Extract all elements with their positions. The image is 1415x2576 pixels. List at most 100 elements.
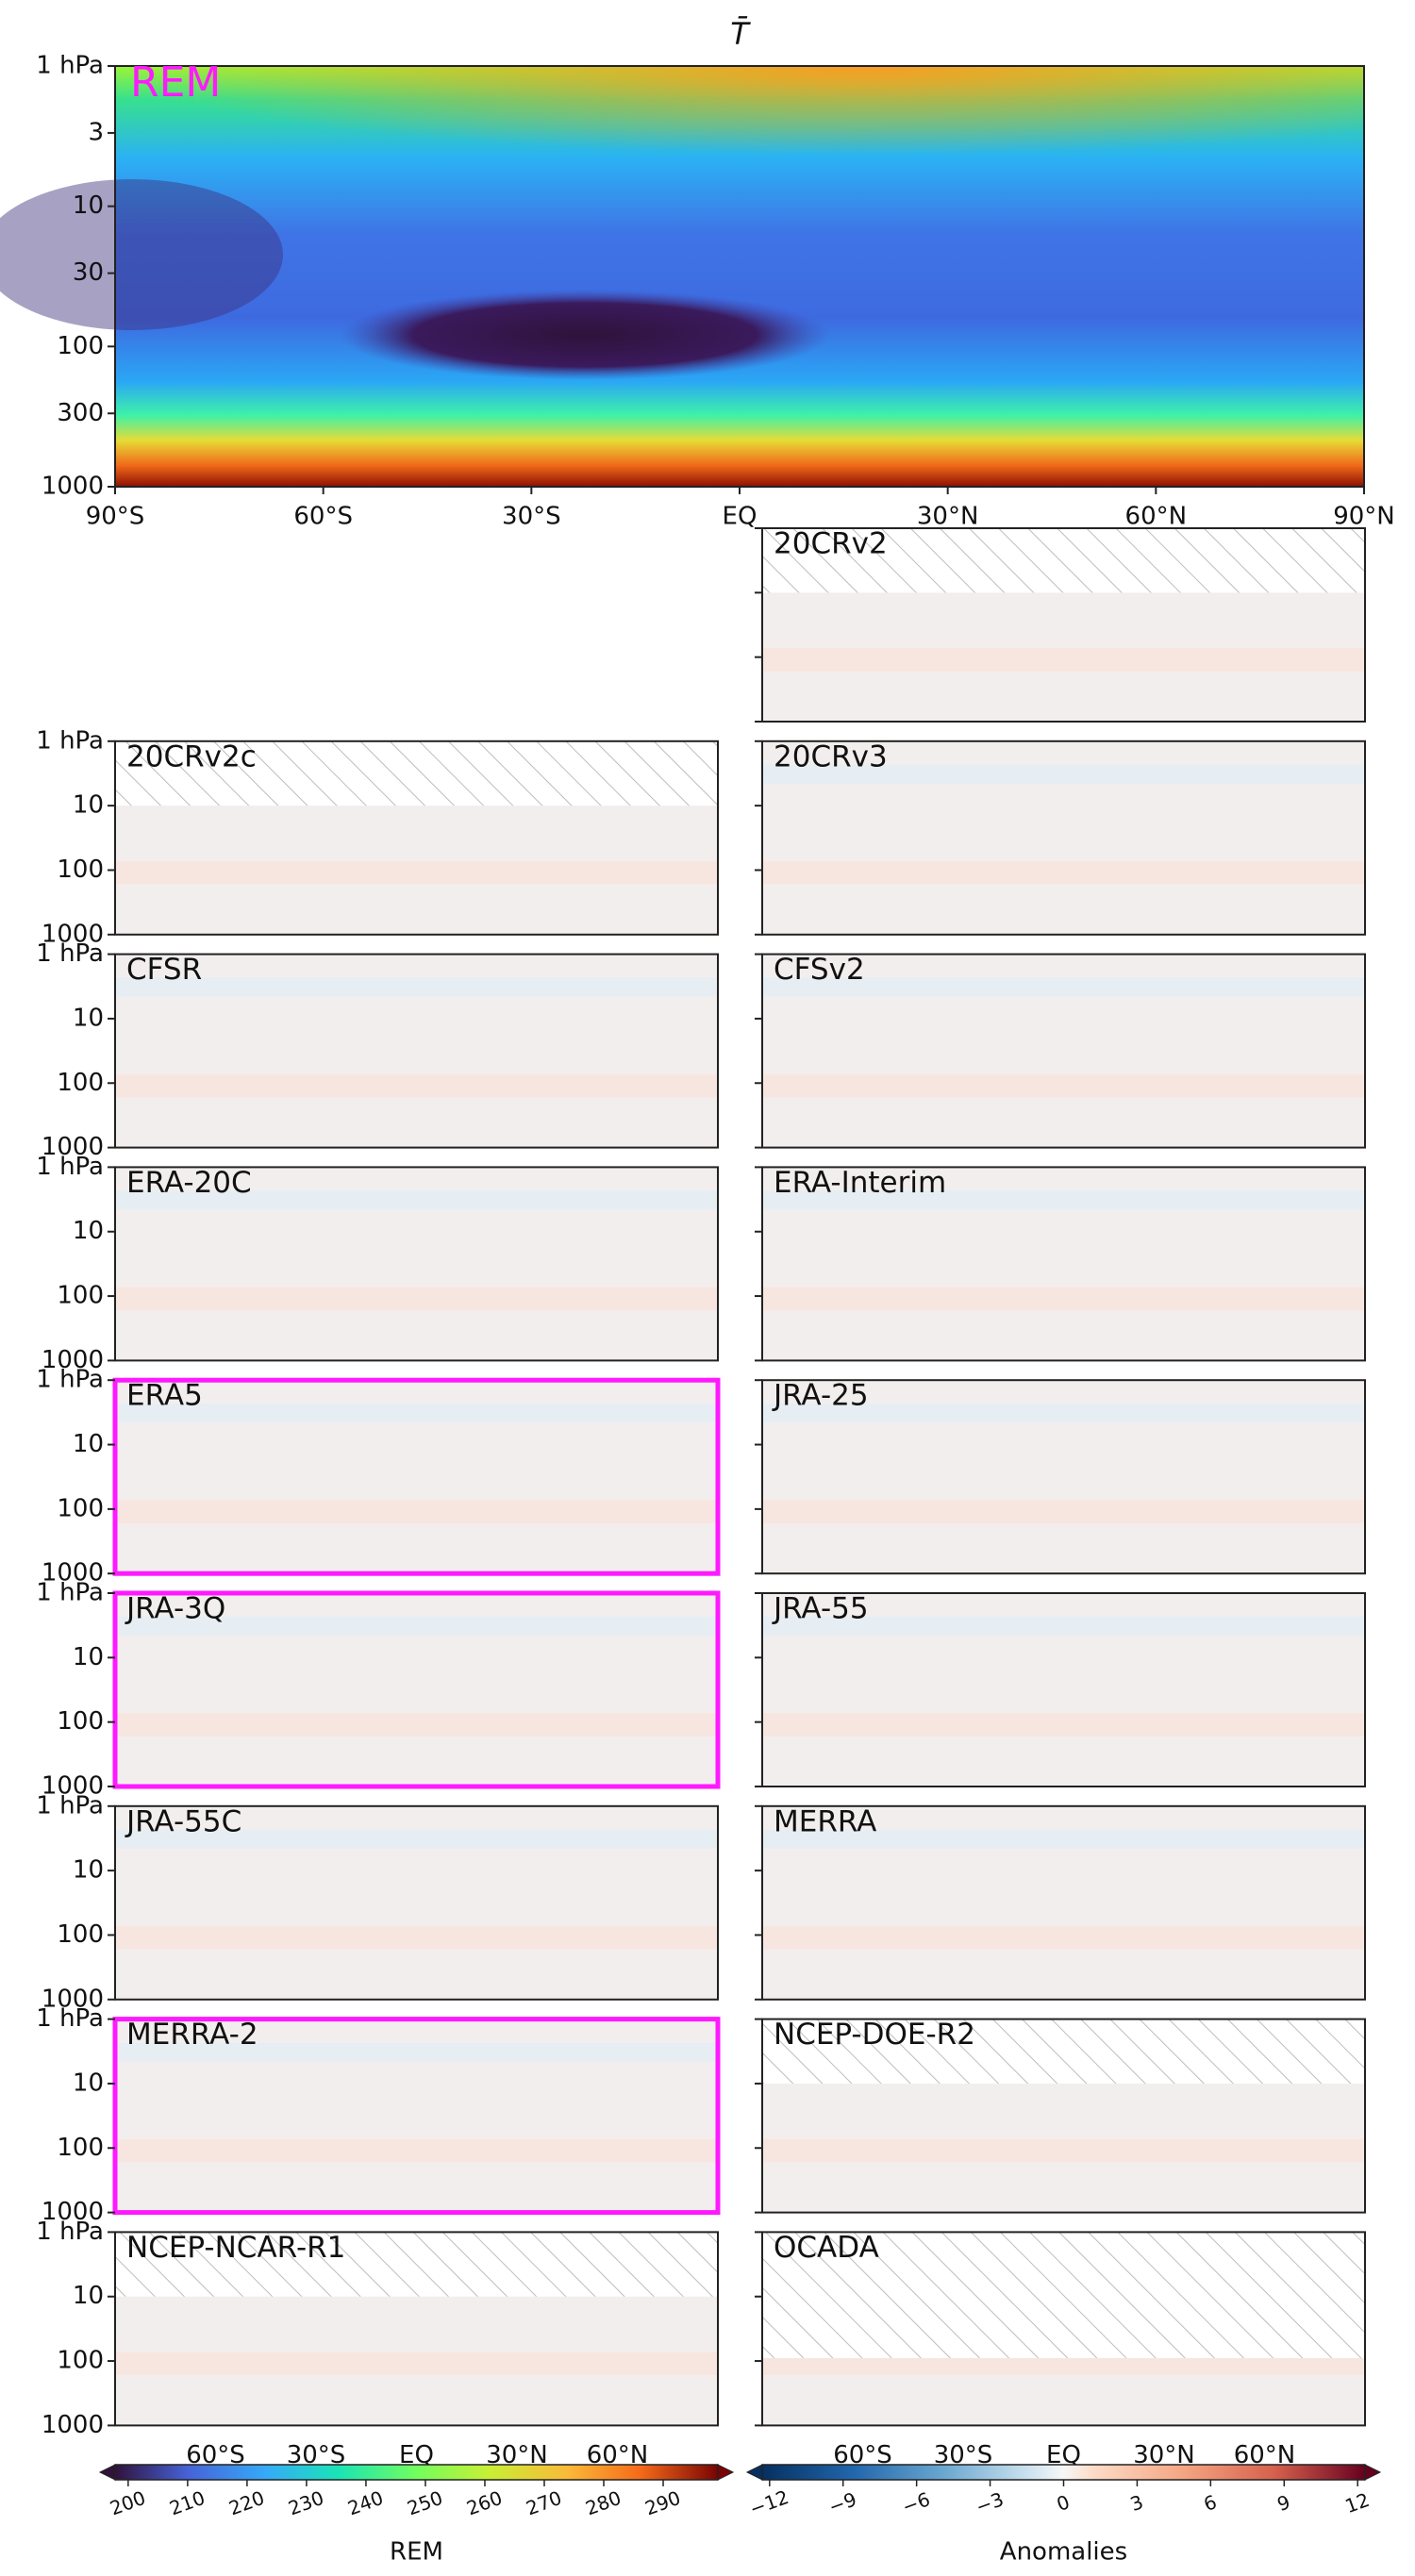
y-tick-label: 1000 [42, 2198, 104, 2226]
colorbar [761, 2464, 1366, 2481]
field [115, 1073, 718, 1098]
field [762, 764, 1365, 784]
colorbar-tick-label: 210 [166, 2486, 208, 2520]
panel-label: CFSv2 [774, 953, 865, 987]
field [115, 1403, 718, 1423]
x-tick-label: 90°N [1333, 503, 1395, 531]
panel-label: JRA-3Q [125, 1592, 225, 1626]
frame [112, 1590, 721, 1789]
field [762, 1713, 1365, 1737]
colorbar-label: REM [390, 2538, 443, 2567]
y-tick-label: 100 [57, 332, 104, 360]
x-tick-label: EQ [723, 503, 757, 531]
x-tick-label: 90°S [86, 503, 145, 531]
field [115, 1713, 718, 1737]
y-tick-label: 300 [57, 399, 104, 427]
y-tick-label: 1 hPa [36, 1791, 104, 1820]
y-tick-label: 100 [57, 1920, 104, 1949]
frame [761, 2018, 1366, 2214]
y-tick-label: 1000 [42, 2411, 104, 2439]
field [0, 179, 283, 330]
y-tick-label: 30 [73, 258, 104, 287]
field [115, 1925, 718, 1950]
field [762, 1190, 1365, 1210]
panel-label: JRA-55 [772, 1592, 869, 1626]
field [762, 977, 1365, 997]
field [115, 1287, 718, 1311]
field [762, 1073, 1365, 1098]
panel-label: MERRA-2 [126, 2018, 258, 2052]
colorbar-extend [1364, 2464, 1382, 2481]
y-tick-label: 100 [57, 1494, 104, 1522]
panel-label: ERA5 [126, 1379, 203, 1413]
y-tick-label: 3 [88, 118, 104, 146]
missing-data [762, 2019, 1365, 2084]
frame [114, 953, 719, 1149]
field [340, 290, 830, 380]
y-tick-label: 1000 [42, 473, 104, 501]
y-tick-label: 1000 [42, 1985, 104, 2013]
y-tick-label: 100 [57, 1707, 104, 1736]
colorbar-tick-label: 220 [225, 2486, 267, 2520]
figure-title: T̄ [730, 15, 751, 52]
field [762, 2138, 1365, 2163]
x-tick-label: 30°S [502, 503, 561, 531]
y-tick-label: 1 hPa [36, 1366, 104, 1394]
missing-data [762, 2232, 1365, 2358]
colorbar-tick-label: 0 [1054, 2490, 1073, 2516]
y-tick-label: 1000 [42, 920, 104, 948]
y-tick-label: 1 hPa [36, 2004, 104, 2033]
field [762, 1500, 1365, 1523]
y-tick-label: 10 [73, 1430, 104, 1458]
frame [114, 1166, 719, 1362]
frame [761, 1379, 1366, 1575]
colorbar-tick-label: 280 [582, 2486, 624, 2520]
field [115, 2042, 718, 2062]
field [762, 648, 1365, 672]
y-tick-label: 1 hPa [36, 2218, 104, 2246]
colorbar-tick-label: 6 [1201, 2490, 1220, 2516]
colorbar-tick-label: 260 [463, 2486, 505, 2520]
x-tick-label: 60°N [1125, 503, 1188, 531]
panel-label: 20CRv3 [774, 740, 888, 773]
y-tick-label: 100 [57, 1069, 104, 1097]
colorbar-tick-label: 12 [1342, 2488, 1373, 2518]
missing-data [115, 740, 718, 806]
y-tick-label: 1000 [42, 1133, 104, 1161]
colorbar-tick-label: −6 [899, 2487, 933, 2518]
panel-label: 20CRv2 [774, 527, 888, 561]
y-tick-label: 1 hPa [36, 1153, 104, 1181]
panel-label: JRA-55C [125, 1804, 241, 1838]
y-tick-label: 1 hPa [36, 1579, 104, 1607]
y-tick-label: 100 [57, 2347, 104, 2375]
colorbar-tick-label: −3 [973, 2487, 1007, 2518]
panel-label: NCEP-NCAR-R1 [126, 2231, 345, 2265]
colorbar-tick-label: 9 [1274, 2490, 1293, 2516]
missing-data [115, 2232, 718, 2297]
colorbar-tick-label: 200 [107, 2486, 148, 2520]
colorbar-tick-label: −9 [825, 2487, 859, 2518]
field [762, 1403, 1365, 1423]
y-tick-label: 100 [57, 856, 104, 884]
colorbar-tick-label: −12 [746, 2485, 791, 2520]
y-tick-label: 10 [73, 1004, 104, 1032]
frame [112, 1377, 721, 1576]
colorbar-tick-label: 290 [641, 2486, 683, 2520]
panel-label: OCADA [774, 2231, 879, 2265]
panel-label: REM [130, 58, 221, 107]
field [762, 1829, 1365, 1849]
y-tick-label: 100 [57, 2134, 104, 2162]
colorbar-tick-label: 240 [344, 2486, 386, 2520]
colorbar-tick-label: 250 [404, 2486, 445, 2520]
frame [761, 953, 1366, 1149]
field [115, 1616, 718, 1637]
y-tick-label: 1000 [42, 1346, 104, 1374]
frame [761, 1592, 1366, 1787]
y-tick-label: 10 [73, 2282, 104, 2310]
y-tick-label: 10 [73, 791, 104, 820]
colorbar-tick-label: 230 [285, 2486, 326, 2520]
panel-label: JRA-25 [772, 1379, 869, 1413]
frame [761, 2231, 1366, 2427]
field [115, 860, 718, 885]
